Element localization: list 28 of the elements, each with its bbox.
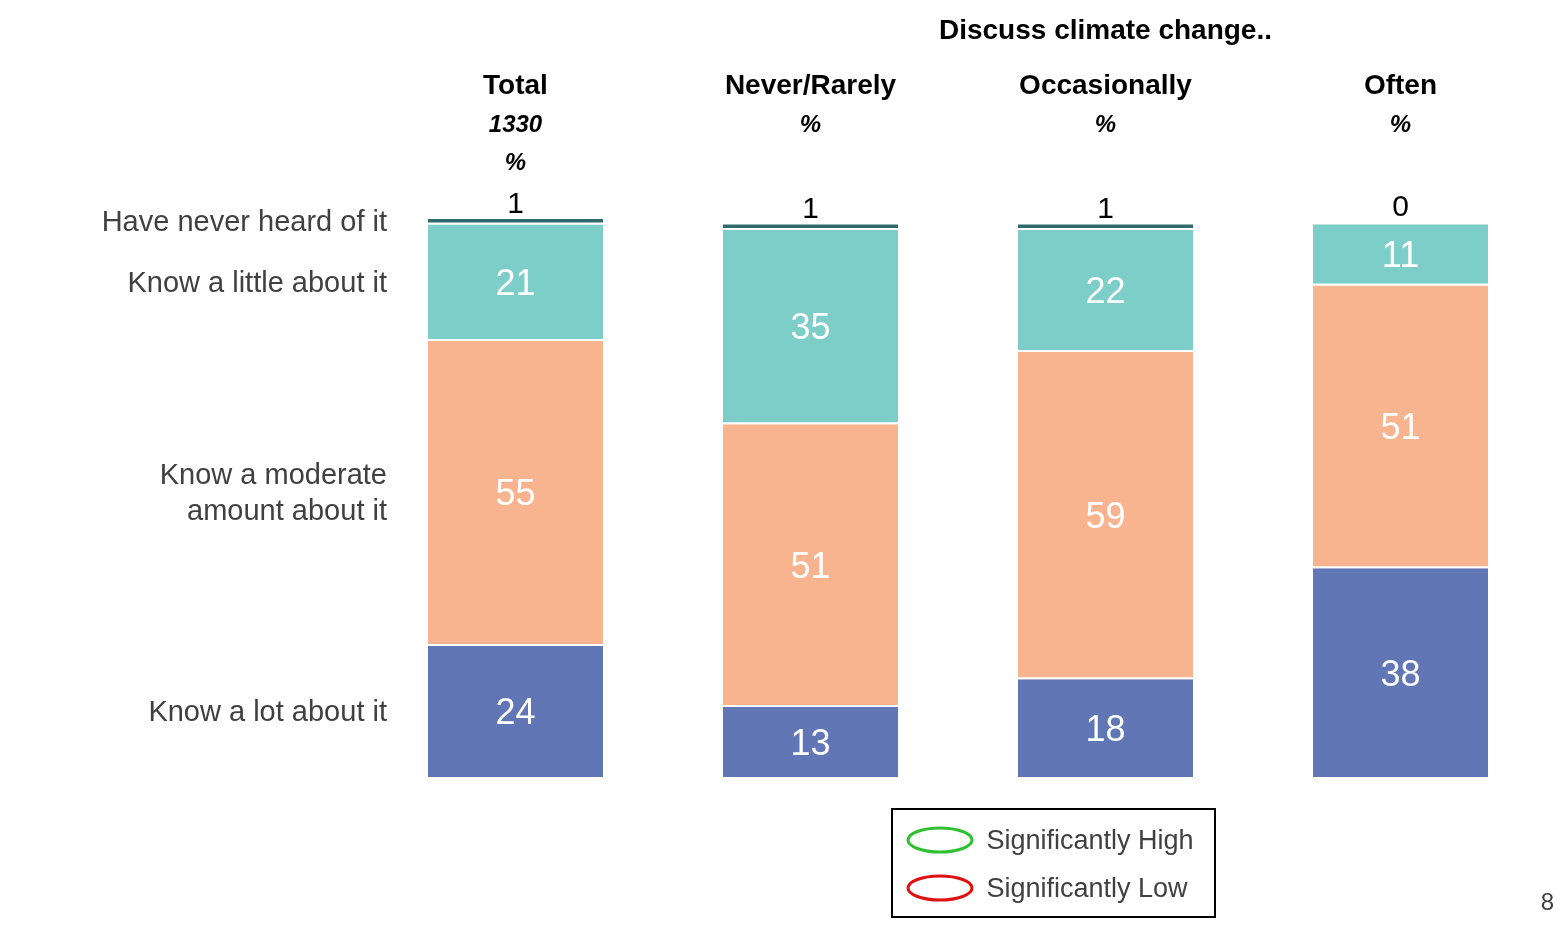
series-label: Know a moderate amount about it bbox=[159, 458, 387, 527]
data-label: 51 bbox=[1380, 405, 1421, 447]
data-label: 55 bbox=[495, 472, 536, 514]
data-label: 38 bbox=[1380, 652, 1421, 694]
data-label: 1 bbox=[1097, 191, 1114, 225]
text: Significantly Low bbox=[986, 872, 1188, 904]
x-tick-label: Occasionally % bbox=[1019, 69, 1193, 137]
text: Significantly High bbox=[986, 824, 1194, 856]
text: 8 bbox=[1540, 888, 1554, 916]
chart-title: Discuss climate change.. bbox=[937, 14, 1273, 46]
data-label: 35 bbox=[790, 306, 831, 348]
x-tick-label: Often % bbox=[1363, 69, 1438, 137]
data-label: 0 bbox=[1392, 188, 1409, 222]
data-label: 13 bbox=[790, 721, 831, 763]
data-label: 22 bbox=[1085, 270, 1126, 312]
data-label: 51 bbox=[790, 544, 831, 586]
data-label: 24 bbox=[495, 691, 536, 733]
data-label: 18 bbox=[1085, 708, 1126, 750]
data-label: 1 bbox=[507, 185, 524, 219]
series-label: Know a little about it bbox=[127, 265, 387, 298]
series-label: Have never heard of it bbox=[101, 204, 387, 237]
data-label: 1 bbox=[802, 191, 819, 225]
x-tick-label: Total 1330 % bbox=[483, 69, 548, 175]
data-label: 11 bbox=[1381, 234, 1420, 276]
x-tick-label: Never/Rarely % bbox=[724, 69, 897, 137]
data-label: 59 bbox=[1085, 494, 1126, 536]
data-label: 21 bbox=[495, 261, 536, 303]
series-label: Know a lot about it bbox=[148, 695, 387, 728]
